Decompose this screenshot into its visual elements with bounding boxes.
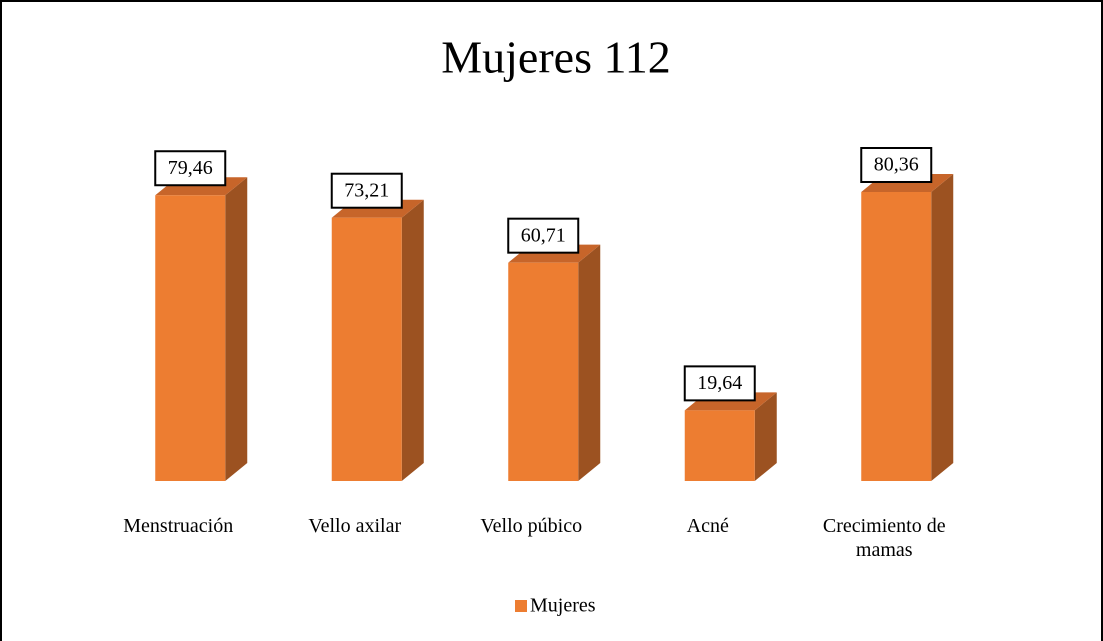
bar	[508, 262, 579, 481]
legend-swatch	[515, 600, 527, 612]
data-label: 60,71	[521, 224, 566, 246]
x-tick-label: Vello axilar	[308, 515, 402, 537]
bar-side	[225, 177, 248, 481]
bar	[331, 217, 402, 481]
bar-side	[754, 392, 777, 481]
bar	[861, 192, 932, 481]
data-label: 19,64	[697, 372, 742, 394]
data-label-box	[507, 217, 580, 254]
data-label-box	[154, 150, 227, 187]
chart-title: Mujeres 112	[441, 32, 671, 83]
data-label-box	[683, 365, 756, 402]
bar	[684, 410, 755, 481]
data-label-box	[330, 172, 403, 209]
bar	[155, 195, 226, 481]
data-label: 80,36	[874, 154, 919, 176]
bar-side	[578, 244, 601, 481]
x-tick-label: Vello púbico	[480, 515, 583, 537]
data-label-box	[860, 147, 933, 183]
x-tick-label: Menstruación	[123, 515, 234, 537]
x-tick-label: Crecimiento de mamas	[822, 515, 946, 561]
legend-label: Mujeres	[530, 595, 596, 617]
data-label: 73,21	[344, 179, 389, 201]
bar-side	[401, 199, 424, 481]
data-label: 79,46	[168, 157, 213, 179]
bar-side	[931, 174, 954, 481]
x-tick-label: Acné	[686, 515, 729, 537]
